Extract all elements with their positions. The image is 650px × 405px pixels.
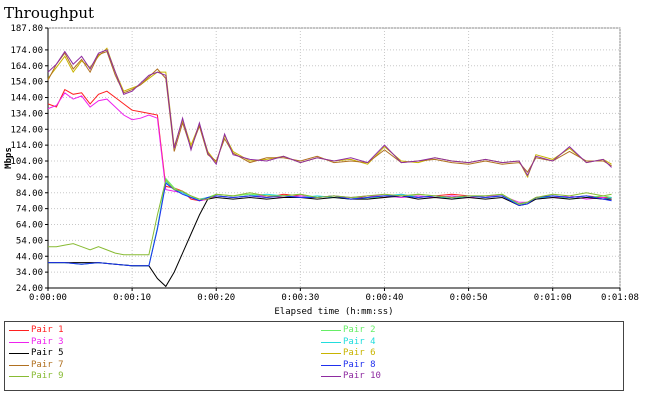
y-tick-label: 34.00 [16, 268, 43, 278]
series-line-7 [47, 50, 612, 173]
y-tick-label: 114.00 [10, 141, 43, 151]
legend-swatch [9, 376, 29, 377]
legend-label: Pair 4 [343, 336, 376, 347]
y-tick-label: 44.00 [16, 252, 43, 262]
x-tick-label: 0:00:40 [366, 293, 404, 303]
y-tick-label: 144.00 [10, 94, 43, 104]
series-line-8 [48, 182, 612, 267]
legend-label: Pair 2 [343, 325, 376, 335]
y-tick-label: 94.00 [16, 173, 43, 183]
legend-label: Pair 7 [31, 359, 64, 370]
legend-swatch [321, 353, 341, 354]
y-tick-label: 154.00 [10, 78, 43, 88]
legend-label: Pair 1 [31, 325, 64, 335]
series-line-10 [47, 49, 612, 177]
throughput-chart: 24.00 34.00 44.00 54.00 64.00 74.00 84.00 94.00… [4, 24, 639, 317]
y-axis-label: Mbps [4, 147, 14, 169]
legend-swatch [9, 364, 29, 366]
y-tick-label: 174.00 [10, 46, 43, 56]
y-tick-label: 54.00 [16, 236, 43, 246]
y-tick-label: 74.00 [16, 205, 43, 215]
legend-label: Pair 6 [343, 348, 376, 358]
legend-swatch [9, 353, 29, 354]
legend-swatch [321, 376, 341, 377]
legend-swatch [9, 330, 29, 331]
x-tick-label: 0:01:00 [534, 293, 572, 303]
x-tick-label: 0:00:00 [29, 293, 67, 303]
y-tick-label: 187.80 [10, 24, 43, 34]
legend-label: Pair 8 [343, 359, 376, 370]
legend-swatch [321, 364, 341, 366]
series-line-9 [48, 179, 612, 256]
y-tick-label: 124.00 [10, 125, 43, 135]
y-tick-label: 134.00 [10, 109, 43, 119]
legend-swatch [9, 341, 29, 343]
legend-label: Pair 5 [31, 348, 64, 358]
legend-label: Pair 9 [31, 371, 64, 381]
x-tick-label: 0:01:08 [601, 293, 639, 303]
x-tick-label: 0:00:30 [281, 293, 319, 303]
legend-label: Pair 3 [31, 336, 64, 347]
y-tick-label: 164.00 [10, 62, 43, 72]
chart-legend: Pair 1 Pair 2 Pair 3 Pair 4 Pair 5 Pair 6 Pair… [4, 321, 624, 391]
legend-label: Pair 10 [343, 371, 381, 381]
x-axis-label: Elapsed time (h:mm:ss) [274, 307, 393, 317]
y-tick-label: 104.00 [10, 157, 43, 167]
legend-swatch [321, 341, 341, 343]
x-tick-label: 0:00:10 [113, 293, 151, 303]
chart-title: Throughput [4, 4, 95, 22]
x-tick-label: 0:00:20 [197, 293, 235, 303]
y-tick-label: 24.00 [16, 284, 43, 294]
x-tick-label: 0:00:50 [450, 293, 488, 303]
legend-swatch [321, 330, 341, 331]
y-tick-label: 64.00 [16, 221, 43, 231]
y-tick-label: 84.00 [16, 189, 43, 199]
